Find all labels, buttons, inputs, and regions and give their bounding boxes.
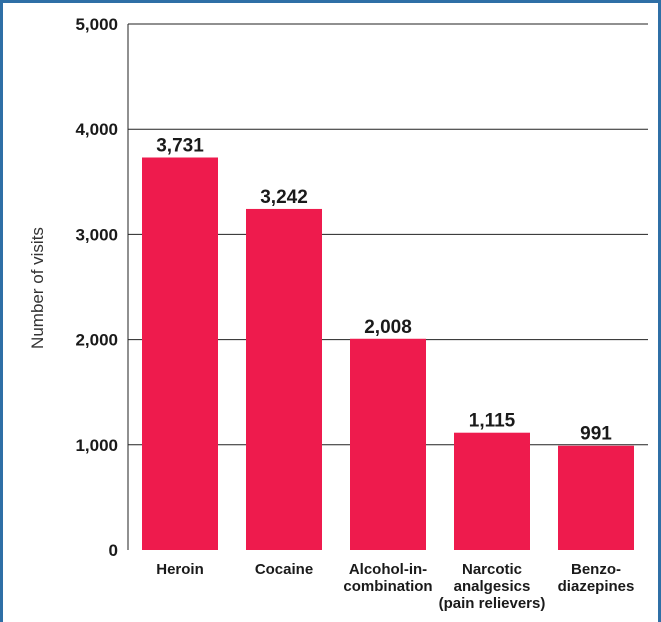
bar: [454, 432, 530, 550]
y-axis-ticks: 0 1,000 2,000 3,000 4,000 5,000: [75, 15, 118, 560]
category-label: (pain relievers): [439, 595, 546, 612]
category-label: Benzo-: [571, 561, 621, 578]
bars: [142, 157, 634, 551]
y-tick-label: 4,000: [75, 120, 118, 139]
y-axis-title: Number of visits: [28, 227, 47, 349]
category-label: analgesics: [454, 578, 531, 595]
category-label: Narcotic: [462, 561, 522, 578]
value-label: 991: [580, 424, 612, 445]
category-labels: Heroin Cocaine Alcohol-in-combination Narco…: [156, 561, 634, 612]
bar: [142, 157, 218, 551]
y-tick-label: 1,000: [75, 436, 118, 455]
y-tick-label: 5,000: [75, 15, 118, 34]
category-label: diazepines: [558, 578, 635, 595]
y-tick-label: 3,000: [75, 225, 118, 244]
y-tick-label: 0: [109, 541, 118, 560]
bar: [246, 208, 322, 551]
category-label: Heroin: [156, 561, 204, 578]
value-label: 2,008: [364, 317, 412, 338]
bar: [558, 445, 634, 550]
bar: [350, 338, 426, 550]
value-label: 1,115: [469, 411, 516, 432]
value-labels: 3,731 3,242 2,008 1,115 991: [156, 135, 612, 444]
value-label: 3,242: [260, 187, 308, 208]
y-tick-label: 2,000: [75, 331, 118, 350]
category-label: combination: [343, 578, 432, 595]
category-label: Cocaine: [255, 561, 313, 578]
value-label: 3,731: [156, 135, 204, 156]
category-label: Alcohol-in-: [349, 561, 427, 578]
